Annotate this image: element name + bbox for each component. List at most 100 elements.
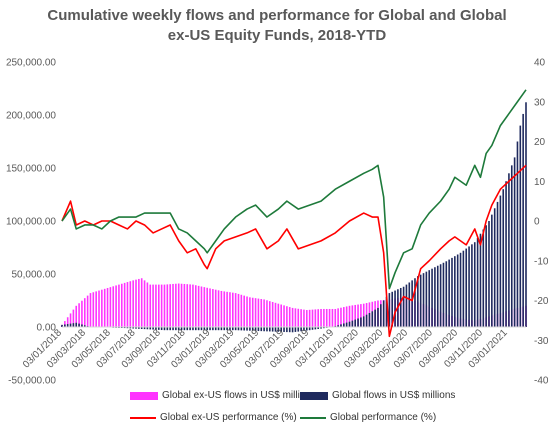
bar-global-flows-in-us-millions	[442, 262, 445, 327]
legend-item-global-performance: Global performance (%)	[300, 412, 436, 423]
bar-global-flows-in-us-millions	[380, 304, 382, 327]
bar-global-ex-us-flows-in-us-millions	[180, 283, 183, 327]
bar-global-flows-in-us-millions	[471, 244, 473, 327]
left-axis-tick-label: 0.00	[37, 323, 57, 334]
bar-global-ex-us-flows-in-us-millions	[232, 292, 234, 327]
bar-global-flows-in-us-millions	[448, 259, 450, 327]
bar-global-flows-in-us-millions	[138, 327, 140, 329]
bar-global-flows-in-us-millions	[232, 327, 234, 331]
bar-global-ex-us-flows-in-us-millions	[169, 284, 171, 327]
chart-title-line-2: ex-US Equity Funds, 2018-YTD	[167, 27, 387, 44]
bar-global-flows-in-us-millions	[402, 286, 405, 327]
legend-item-global-flows: Global flows in US$ millions	[300, 390, 455, 401]
bar-global-ex-us-flows-in-us-millions	[263, 299, 265, 327]
bar-global-ex-us-flows-in-us-millions	[143, 280, 146, 327]
legend-swatch-global-ex-us-performance	[130, 416, 156, 419]
bar-global-ex-us-flows-in-us-millions	[348, 305, 351, 327]
bar-global-flows-in-us-millions	[223, 327, 226, 331]
bar-global-ex-us-flows-in-us-millions	[229, 292, 231, 327]
right-axis-tick-label: 30	[534, 97, 546, 108]
bar-global-ex-us-flows-in-us-millions	[157, 284, 160, 327]
bar-global-flows-in-us-millions	[260, 327, 263, 332]
bar-global-flows-in-us-millions	[303, 327, 305, 331]
bar-global-flows-in-us-millions	[143, 327, 146, 330]
bar-global-flows-in-us-millions	[274, 327, 277, 332]
bar-global-flows-in-us-millions	[371, 311, 374, 327]
bar-global-flows-in-us-millions	[61, 324, 63, 327]
bar-global-flows-in-us-millions	[169, 327, 171, 331]
left-axis-tick-label: 150,000.00	[6, 164, 56, 175]
bar-global-flows-in-us-millions	[436, 265, 439, 327]
bar-global-flows-in-us-millions	[172, 327, 174, 331]
bar-global-ex-us-flows-in-us-millions	[234, 293, 237, 327]
bar-global-flows-in-us-millions	[377, 307, 379, 327]
bar-global-ex-us-flows-in-us-millions	[132, 280, 134, 327]
bar-global-ex-us-flows-in-us-millions	[360, 304, 362, 327]
bar-global-flows-in-us-millions	[206, 327, 208, 331]
bar-global-flows-in-us-millions	[160, 327, 163, 331]
legend-swatch-global-flows	[300, 391, 328, 400]
bar-global-flows-in-us-millions	[394, 290, 396, 327]
bar-global-ex-us-flows-in-us-millions	[294, 308, 297, 327]
left-axis-tick-label: -50,000.00	[8, 376, 56, 387]
bar-global-ex-us-flows-in-us-millions	[220, 290, 223, 327]
bar-global-flows-in-us-millions	[126, 327, 129, 329]
bar-global-flows-in-us-millions	[157, 327, 160, 330]
bar-global-flows-in-us-millions	[502, 189, 505, 327]
bar-global-flows-in-us-millions	[414, 278, 416, 327]
bar-global-flows-in-us-millions	[496, 201, 499, 327]
bar-global-ex-us-flows-in-us-millions	[266, 300, 268, 327]
bar-global-flows-in-us-millions	[482, 229, 485, 327]
bar-global-flows-in-us-millions	[240, 327, 243, 331]
bar-global-ex-us-flows-in-us-millions	[86, 295, 89, 327]
bar-global-flows-in-us-millions	[192, 327, 194, 331]
legend-item-global-ex-us-flows: Global ex-US flows in US$ millions	[130, 390, 316, 401]
bar-global-ex-us-flows-in-us-millions	[237, 293, 240, 327]
bar-global-ex-us-flows-in-us-millions	[152, 284, 154, 327]
bar-global-ex-us-flows-in-us-millions	[115, 285, 117, 327]
chart-title-line-1: Cumulative weekly flows and performance …	[47, 7, 507, 24]
bar-global-flows-in-us-millions	[209, 327, 211, 331]
bar-global-ex-us-flows-in-us-millions	[280, 304, 282, 327]
bar-global-ex-us-flows-in-us-millions	[175, 283, 177, 327]
bar-global-flows-in-us-millions	[468, 246, 470, 327]
bar-global-ex-us-flows-in-us-millions	[112, 286, 115, 327]
bar-global-flows-in-us-millions	[254, 327, 257, 331]
legend-label-global-flows: Global flows in US$ millions	[332, 390, 456, 401]
bar-global-flows-in-us-millions	[263, 327, 265, 332]
bar-global-flows-in-us-millions	[152, 327, 154, 330]
bar-global-ex-us-flows-in-us-millions	[146, 282, 149, 327]
bar-global-ex-us-flows-in-us-millions	[75, 305, 78, 327]
bar-global-flows-in-us-millions	[516, 141, 519, 327]
right-axis-tick-label: 20	[534, 137, 546, 148]
bar-global-ex-us-flows-in-us-millions	[106, 287, 109, 327]
bar-global-flows-in-us-millions	[351, 320, 354, 327]
bar-global-ex-us-flows-in-us-millions	[274, 302, 277, 327]
bar-global-ex-us-flows-in-us-millions	[271, 301, 274, 327]
bar-global-flows-in-us-millions	[286, 327, 288, 333]
bar-global-flows-in-us-millions	[163, 327, 166, 331]
bar-global-ex-us-flows-in-us-millions	[203, 287, 206, 327]
bar-global-flows-in-us-millions	[399, 287, 402, 327]
left-axis-tick-label: 50,000.00	[12, 270, 57, 281]
legend-item-global-ex-us-performance: Global ex-US performance (%)	[130, 412, 297, 423]
bar-global-ex-us-flows-in-us-millions	[98, 290, 100, 327]
bar-global-ex-us-flows-in-us-millions	[323, 308, 325, 327]
bar-global-flows-in-us-millions	[217, 327, 220, 331]
line-global-ex-us-performance	[61, 164, 527, 338]
bar-global-ex-us-flows-in-us-millions	[283, 305, 285, 327]
bar-global-flows-in-us-millions	[251, 327, 254, 331]
bar-global-flows-in-us-millions	[368, 313, 371, 327]
bar-global-ex-us-flows-in-us-millions	[325, 308, 328, 327]
bar-global-flows-in-us-millions	[306, 327, 308, 331]
bar-global-flows-in-us-millions	[519, 125, 522, 327]
bar-global-flows-in-us-millions	[123, 327, 126, 329]
bar-global-flows-in-us-millions	[229, 327, 231, 331]
bar-global-ex-us-flows-in-us-millions	[212, 289, 214, 327]
bar-global-flows-in-us-millions	[374, 309, 376, 327]
bar-global-ex-us-flows-in-us-millions	[257, 298, 260, 327]
bar-global-flows-in-us-millions	[314, 327, 317, 330]
bar-global-flows-in-us-millions	[357, 318, 359, 327]
bar-global-flows-in-us-millions	[214, 327, 217, 331]
bar-global-flows-in-us-millions	[360, 317, 362, 327]
